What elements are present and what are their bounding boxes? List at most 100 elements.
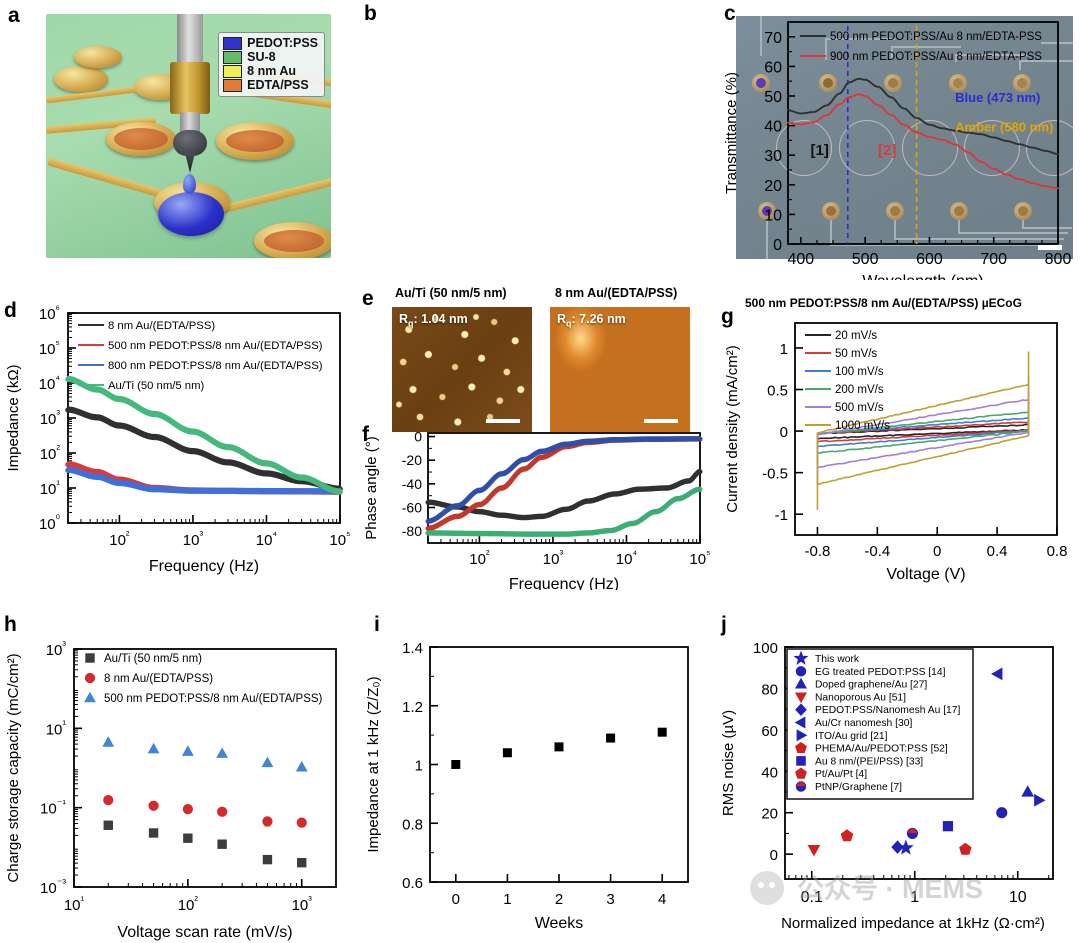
data-point [841, 830, 852, 841]
panel-i-label: i [374, 613, 380, 637]
panel-h-chart: 10⁻³10⁻¹10¹10³10¹ 10² 10³Voltage scan rate… [0, 605, 360, 943]
legend-label: SU-8 [247, 50, 275, 64]
legend-label: 200 mV/s [835, 384, 884, 396]
data-point [104, 821, 112, 829]
x-axis-title: Voltage (V) [886, 566, 965, 583]
annotation-amber: Amber (580 nm) [955, 120, 1053, 135]
legend-item-au: 8 nm Au [223, 64, 318, 78]
roughness-label-right: Rq: 7.26 nm [557, 312, 626, 329]
data-point [452, 761, 460, 769]
axis-tick-label: 10² [40, 443, 61, 463]
axis-tick-label: 0 [770, 847, 778, 864]
annotation-1: [1] [811, 142, 829, 159]
data-point [892, 841, 903, 853]
data-point [149, 801, 158, 810]
axis-tick-label: 3 [606, 891, 614, 908]
panel-c-label: c [724, 2, 736, 26]
axis-tick-label: 50 [764, 89, 782, 106]
axis-tick-label: 4 [658, 891, 666, 908]
panel-d-chart: 10⁰10¹10²10³10⁴10⁵10⁶10² 10³ 10⁴ 10⁵Frequen… [0, 285, 360, 585]
panel-f-chart: 0 -20 -40 -60 -80 10² 10³ 10⁴ 10⁵ Frequency (Hz) P… [360, 415, 720, 590]
data-point [607, 734, 615, 742]
axis-tick-label: 10⁵ [39, 338, 60, 358]
axis-tick-label: 10³ [543, 548, 564, 568]
axis-tick-label: 1.2 [402, 699, 423, 716]
swatch-edta-icon [223, 79, 242, 92]
panel-c: c 010203040506070400500600700800Waveleng… [720, 0, 1080, 280]
axis-tick-label: 700 [980, 251, 1007, 268]
legend-label: EDTA/PSS [247, 78, 309, 92]
axis-tick-label: 70 [764, 30, 782, 47]
axis-tick-label: 0 [933, 543, 941, 560]
panel-f: f 0 -20 -40 -60 -80 10² 10³ 10⁴ 10⁵ Frequency (Hz… [360, 415, 720, 590]
axis-tick-label: 10⁴ [616, 548, 638, 568]
legend-label: 8 nm Au/(EDTA/PSS) [108, 320, 215, 332]
annotation-blue: Blue (473 nm) [955, 90, 1040, 105]
axis-tick-label: 10⁶ [39, 303, 60, 323]
data-point [997, 808, 1007, 818]
data-point [183, 804, 192, 813]
panel-h-label: h [4, 613, 17, 637]
axis-tick-label: 40 [761, 764, 778, 781]
legend-label: This work [815, 654, 860, 665]
axis-tick-label: 10² [469, 548, 490, 568]
axis-tick-label: 10¹ [46, 719, 67, 739]
panel-d: d 10⁰ 10¹ 10² 10³ 10⁴ 10⁵ 10⁶ 10² 10³ 10⁴ 10⁵ Frequ… [0, 285, 360, 585]
panel-f-label: f [362, 423, 369, 447]
axis-tick-label: 10² [178, 894, 199, 914]
y-axis-title: Transmittance (%) [723, 72, 740, 194]
x-axis-title: Normalized impedance at 1kHz (Ω·cm²) [781, 915, 1045, 932]
legend-label: EG treated PEDOT:PSS [14] [815, 667, 946, 678]
axis-tick-label: 10⁴ [256, 529, 278, 549]
axis-tick-label: 30 [764, 148, 782, 165]
data-point [992, 668, 1002, 679]
axis-tick-label: 10⁵ [329, 529, 350, 549]
axis-tick-label: 1 [415, 758, 423, 775]
legend-label: 500 nm PEDOT:PSS/8 nm Au/(EDTA/PSS) [108, 340, 323, 352]
swatch-au-icon [223, 65, 242, 78]
axis-tick-label: 60 [761, 723, 778, 740]
legend-item-edta: EDTA/PSS [223, 78, 318, 92]
axis-tick-label: 20 [761, 806, 778, 823]
panel-g-title: 500 nm PEDOT:PSS/8 nm Au/(EDTA/PSS) µECo… [745, 296, 1022, 310]
axis-tick-label: 0.1 [801, 889, 823, 906]
data-point [1022, 786, 1033, 796]
afm-image-au-ti: Rq: 1.04 nm [392, 307, 532, 432]
axis-tick-label: 60 [764, 59, 782, 76]
axis-tick-label: 10¹ [40, 478, 61, 498]
data-point [149, 744, 159, 753]
swatch-su8-icon [223, 51, 242, 64]
axis-tick-label: -20 [402, 452, 422, 468]
y-axis-title: RMS noise (µV) [720, 710, 737, 816]
axis-tick-label: 400 [788, 251, 815, 268]
axis-tick-label: -0.5 [762, 466, 788, 483]
data-point [218, 840, 226, 848]
panel-a: a PEDOT:PSS SU-8 [0, 0, 360, 272]
axis-tick-label: 1 [910, 889, 919, 906]
data-point [218, 807, 227, 816]
y-axis-title: Impedance (kΩ) [5, 364, 22, 471]
axis-tick-label: 0 [452, 891, 460, 908]
afm-title-right: 8 nm Au/(EDTA/PSS) [555, 286, 677, 300]
legend-label: PtNP/Graphene [7] [815, 782, 902, 793]
axis-tick-label: -40 [402, 476, 422, 492]
axis-tick-label: 0 [780, 424, 788, 441]
legend-label: 8 nm Au/(EDTA/PSS) [104, 673, 213, 685]
axis-tick-label: 10³ [40, 408, 61, 428]
panel-j-chart: 0204060801000.1 1 10Normalized impedance a… [715, 605, 1080, 943]
panel-a-legend: PEDOT:PSS SU-8 8 nm Au EDTA/PSS [218, 32, 325, 97]
panel-i: i 0.6 0.8 1 1.2 1.4 0 1 2 3 4 Weeks Impedance at 1 … [360, 605, 720, 943]
data-point [658, 728, 666, 736]
axis-tick-label: 40 [764, 119, 782, 136]
data-point [503, 749, 511, 757]
legend-marker-icon [86, 654, 94, 662]
data-point [103, 737, 113, 746]
axis-tick-label: 600 [916, 251, 943, 268]
panel-j-label: j [721, 613, 727, 637]
ink-droplet [183, 174, 196, 194]
legend-label: PHEMA/Au/PEDOT:PSS [52] [815, 744, 948, 755]
panel-g-label: g [721, 305, 734, 329]
panel-g: g 500 nm PEDOT:PSS/8 nm Au/(EDTA/PSS) µE… [715, 285, 1080, 585]
marker-half [907, 828, 917, 833]
y-axis-title: Charge storage capacity (mC/cm²) [5, 653, 22, 882]
